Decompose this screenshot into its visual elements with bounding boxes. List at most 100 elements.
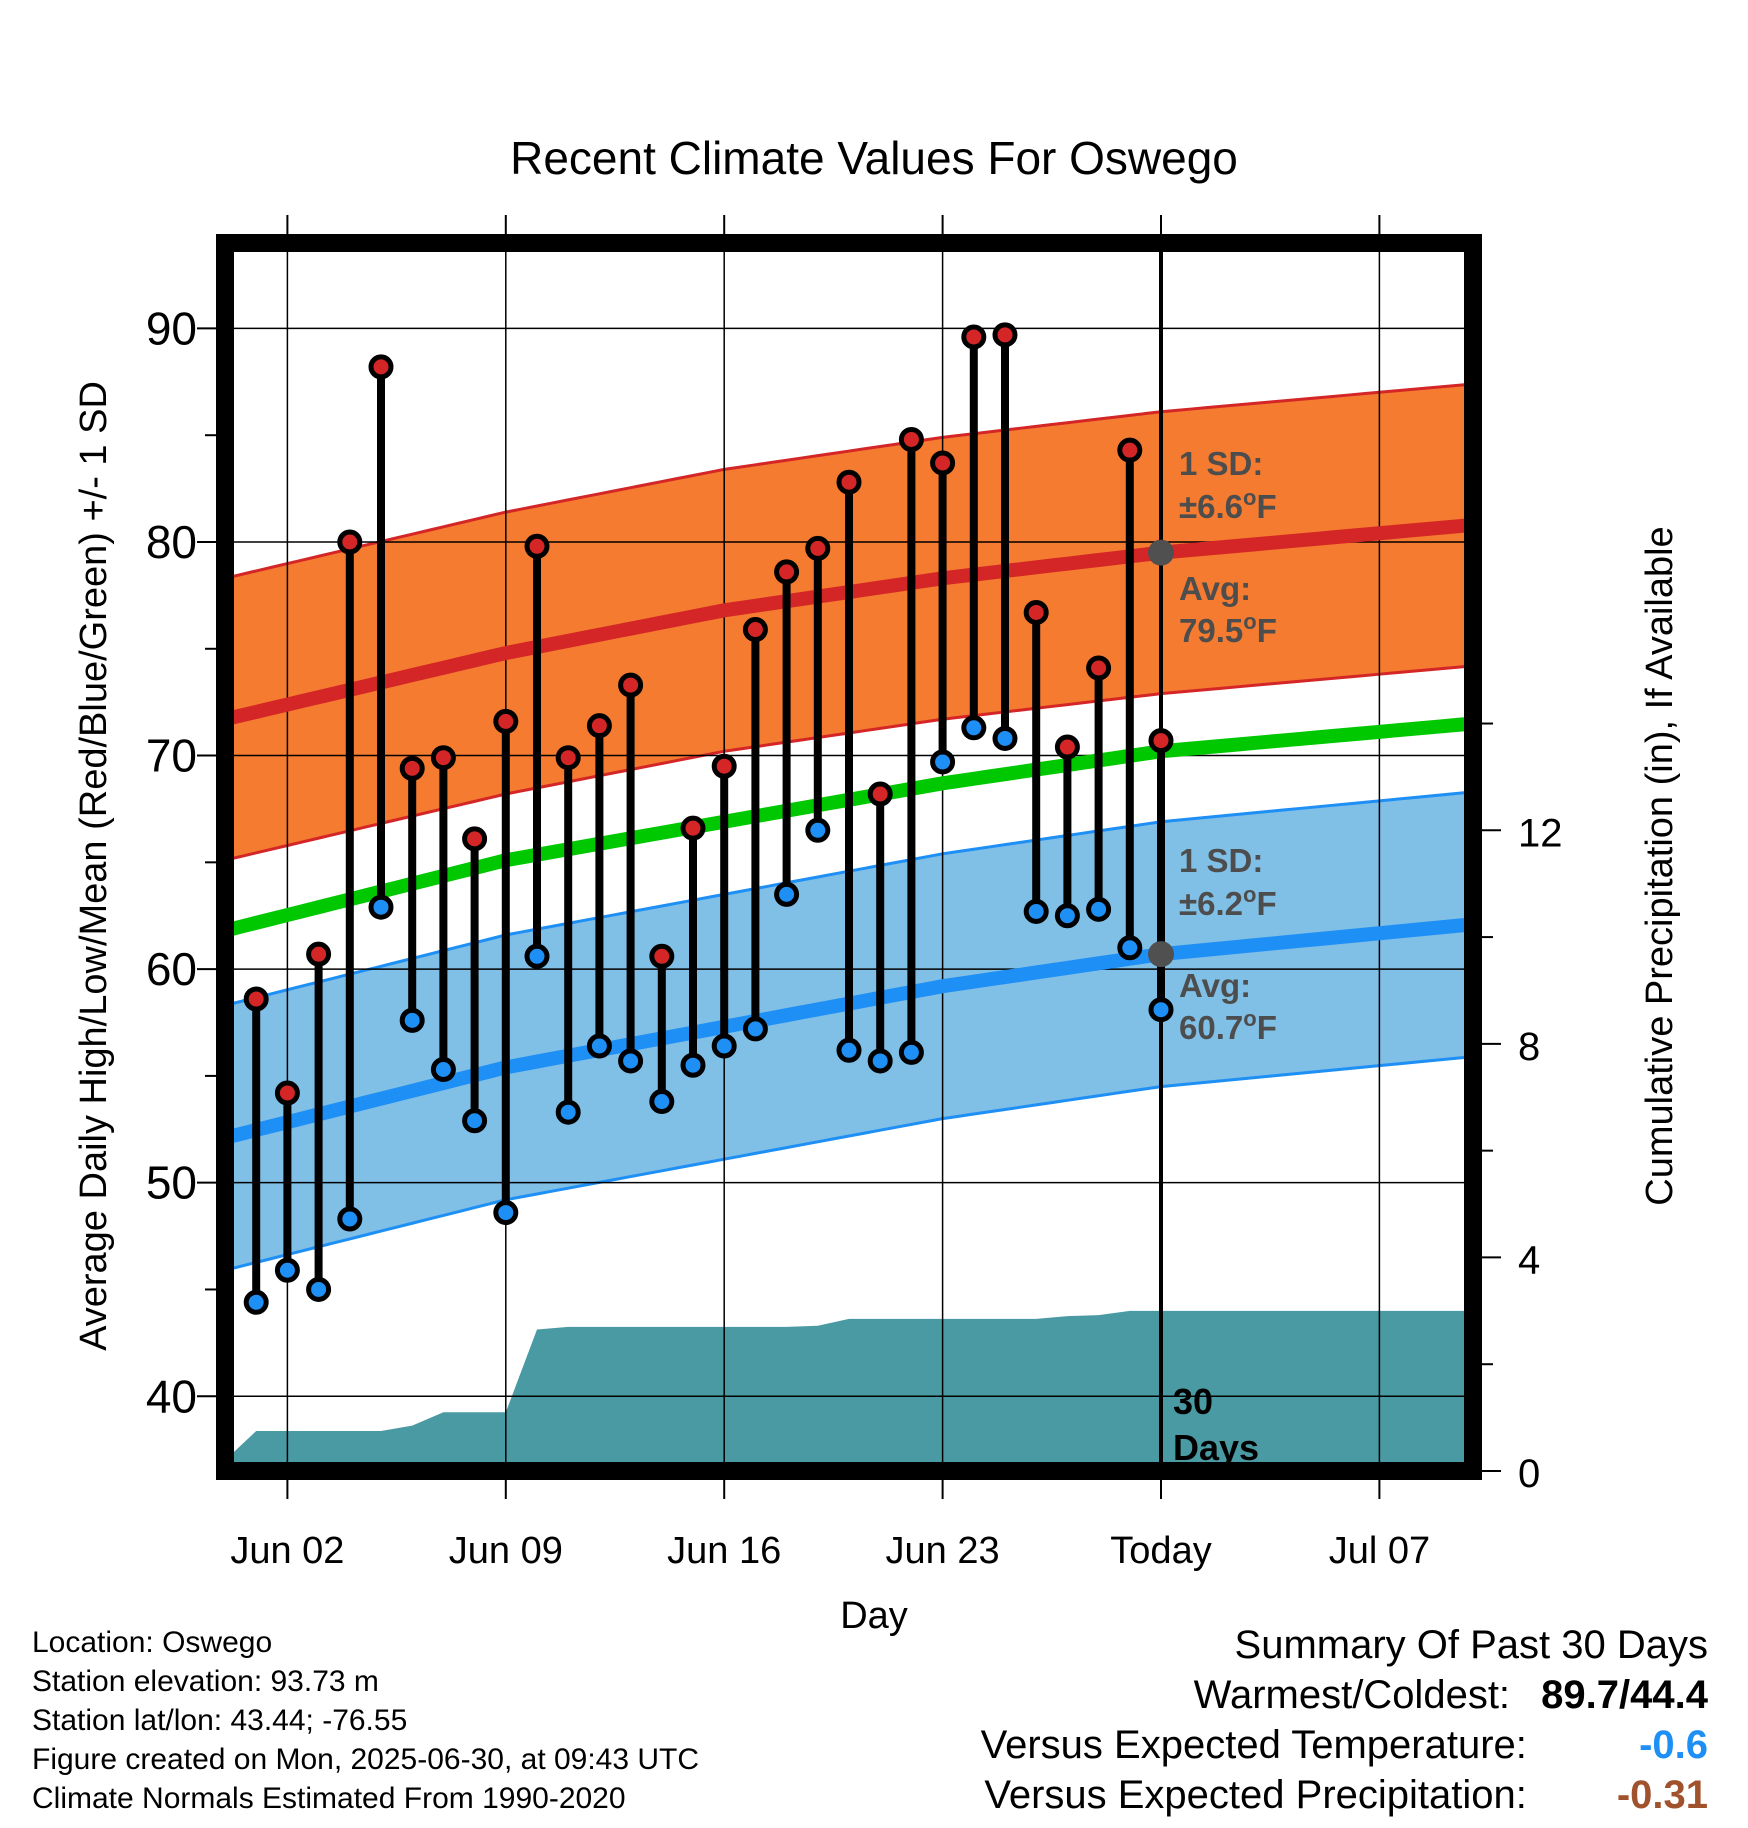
daily-high-point xyxy=(992,322,1018,348)
daily-low-point xyxy=(898,1039,924,1065)
daily-low-point xyxy=(462,1108,488,1134)
days-word-label: Days xyxy=(1173,1427,1259,1468)
daily-high-point xyxy=(649,943,675,969)
daily-high-point xyxy=(399,755,425,781)
y-left-tick-label: 70 xyxy=(146,730,197,782)
daily-high-point xyxy=(961,324,987,350)
daily-low-point xyxy=(961,715,987,741)
low-avg-label: Avg: xyxy=(1179,967,1251,1004)
daily-low-point xyxy=(243,1289,269,1315)
x-tick-label: Today xyxy=(1110,1530,1211,1572)
y-right-tick-label: 8 xyxy=(1518,1025,1540,1069)
daily-low-point xyxy=(337,1206,363,1232)
high-avg-label: Avg: xyxy=(1179,570,1251,607)
daily-low-point xyxy=(930,749,956,775)
daily-high-point xyxy=(898,426,924,452)
y-left-tick-label: 90 xyxy=(146,302,197,354)
daily-high-point xyxy=(774,559,800,585)
daily-low-point xyxy=(836,1037,862,1063)
precip-value: -0.31 xyxy=(1616,1773,1708,1817)
daily-low-point xyxy=(306,1276,332,1302)
created-text: Figure created on Mon, 2025-06-30, at 09… xyxy=(32,1743,700,1776)
station-info: Location: Oswego Station elevation: 93.7… xyxy=(32,1623,699,1818)
daily-low-point xyxy=(992,725,1018,751)
y-right-tick-label: 12 xyxy=(1518,811,1563,855)
temp-label: Versus Expected Temperature: xyxy=(980,1723,1527,1767)
daily-low-point xyxy=(274,1257,300,1283)
x-tick-label: Jun 23 xyxy=(886,1530,1000,1572)
high-sd-upper-line xyxy=(225,382,1473,580)
normals-text: Climate Normals Estimated From 1990-2020 xyxy=(32,1782,626,1815)
daily-high-point xyxy=(493,708,519,734)
warmest-coldest-row: Warmest/Coldest: 89.7/44.4 xyxy=(981,1670,1708,1720)
warmest-coldest-value: 89.7/44.4 xyxy=(1541,1673,1708,1717)
daily-low-point xyxy=(586,1033,612,1059)
low-avg-value: 60.7oF xyxy=(1179,1006,1277,1046)
precip-row: Versus Expected Precipitation: -0.31 xyxy=(981,1770,1708,1820)
daily-high-point xyxy=(836,469,862,495)
daily-high-point xyxy=(462,826,488,852)
chart-title: Recent Climate Values For Oswego xyxy=(510,132,1238,184)
daily-high-point xyxy=(618,672,644,698)
daily-high-point xyxy=(368,354,394,380)
daily-high-point xyxy=(524,533,550,559)
daily-high-point xyxy=(680,815,706,841)
daily-low-point xyxy=(742,1016,768,1042)
daily-high-point xyxy=(1086,655,1112,681)
y-left-tick-label: 60 xyxy=(146,943,197,995)
daily-low-point xyxy=(649,1089,675,1115)
y-left-tick-label: 40 xyxy=(146,1370,197,1422)
elevation-text: Station elevation: 93.73 m xyxy=(32,1665,379,1698)
daily-low-point xyxy=(1054,903,1080,929)
today-high-avg-marker xyxy=(1148,539,1174,566)
y-axis-right-title: Cumulative Precipitation (in), If Availa… xyxy=(1639,526,1681,1205)
x-tick-label: Jul 07 xyxy=(1329,1530,1430,1572)
daily-low-point xyxy=(1117,935,1143,961)
summary-title: Summary Of Past 30 Days xyxy=(1234,1623,1708,1667)
daily-low-point xyxy=(774,881,800,907)
daily-high-point xyxy=(867,781,893,807)
daily-high-point xyxy=(805,535,831,561)
daily-low-point xyxy=(711,1033,737,1059)
warmest-coldest-label: Warmest/Coldest: xyxy=(1193,1673,1511,1717)
location-text: Location: Oswego xyxy=(32,1626,273,1659)
temp-row: Versus Expected Temperature: -0.6 xyxy=(981,1720,1708,1770)
daily-high-point xyxy=(306,941,332,967)
x-tick-label: Jun 09 xyxy=(449,1530,563,1572)
days-count-label: 30 xyxy=(1173,1381,1213,1422)
high-avg-value: 79.5oF xyxy=(1179,609,1277,649)
y-axis-left-title: Average Daily High/Low/Mean (Red/Blue/Gr… xyxy=(73,381,115,1351)
daily-high-point xyxy=(430,745,456,771)
daily-low-point xyxy=(493,1200,519,1226)
precip-area xyxy=(225,1310,1473,1471)
today-low-avg-marker xyxy=(1148,941,1174,968)
daily-low-point xyxy=(1086,896,1112,922)
daily-low-point xyxy=(1023,898,1049,924)
daily-low-point xyxy=(680,1052,706,1078)
daily-low-point xyxy=(618,1048,644,1074)
y-left-tick-label: 50 xyxy=(146,1157,197,1209)
daily-high-point xyxy=(1148,728,1174,754)
daily-low-point xyxy=(430,1056,456,1082)
daily-low-point xyxy=(867,1048,893,1074)
summary-panel: Summary Of Past 30 Days Warmest/Coldest:… xyxy=(981,1620,1708,1820)
low-sd-lower-line xyxy=(225,1055,1473,1272)
daily-high-point xyxy=(243,986,269,1012)
high-sd-value: ±6.6oF xyxy=(1179,485,1277,525)
daily-high-point xyxy=(1117,437,1143,463)
daily-high-point xyxy=(337,529,363,555)
daily-low-point xyxy=(399,1007,425,1033)
x-tick-label: Jun 16 xyxy=(667,1530,781,1572)
x-axis-title: Day xyxy=(840,1595,908,1637)
daily-high-point xyxy=(555,745,581,771)
low-sd-value: ±6.2oF xyxy=(1179,882,1277,922)
plot-frame xyxy=(216,234,1482,1480)
temp-value: -0.6 xyxy=(1639,1723,1708,1767)
daily-low-point xyxy=(1148,997,1174,1023)
latlon-text: Station lat/lon: 43.44; -76.55 xyxy=(32,1704,408,1737)
x-tick-label: Jun 02 xyxy=(230,1530,344,1572)
daily-high-point xyxy=(930,450,956,476)
y-right-tick-label: 4 xyxy=(1518,1238,1540,1282)
